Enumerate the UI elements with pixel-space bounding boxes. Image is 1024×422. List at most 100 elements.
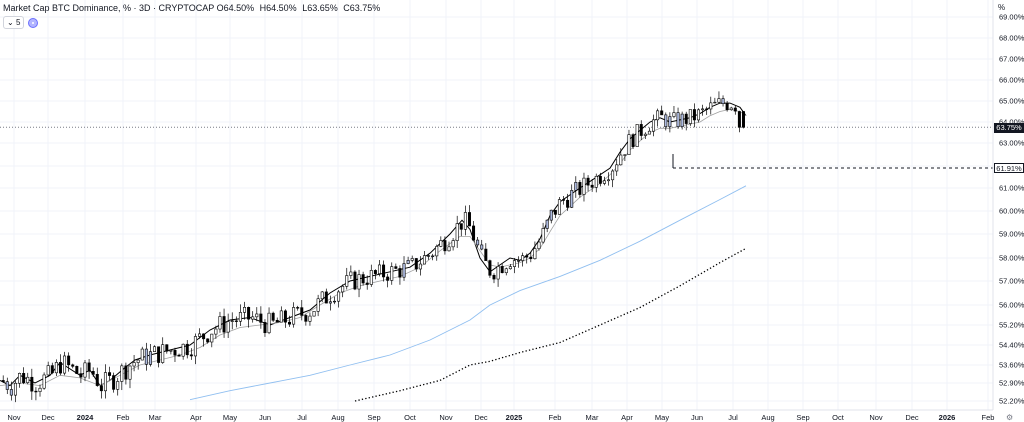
- settings-gear-icon[interactable]: ⚙: [1006, 413, 1014, 422]
- candle-body: [476, 239, 480, 246]
- candle-body: [566, 199, 570, 208]
- candle-body: [553, 209, 557, 215]
- candle-body: [230, 320, 234, 322]
- time-tick-label: Jul: [297, 413, 307, 422]
- candle-body: [377, 264, 381, 274]
- candle-body: [287, 321, 291, 325]
- candle-body: [607, 179, 611, 182]
- candle-body: [390, 266, 394, 281]
- candle-body: [602, 180, 606, 184]
- price-tick-label: 55.20%: [999, 320, 1024, 330]
- candle-body: [99, 385, 103, 392]
- candle-body: [112, 375, 116, 390]
- candle-body: [696, 109, 700, 121]
- candle-body: [275, 319, 279, 323]
- close-label: C: [343, 3, 350, 13]
- candle-body: [251, 316, 255, 320]
- candle-body: [574, 182, 578, 191]
- candle-body: [443, 240, 447, 252]
- candle-body: [324, 291, 328, 304]
- candle-body: [692, 109, 696, 121]
- moving-average-lines: [0, 102, 747, 402]
- candle-body: [198, 333, 202, 337]
- candle-body: [382, 264, 386, 278]
- candle-body: [717, 98, 721, 103]
- time-tick-label: Mar: [585, 413, 599, 422]
- candle-body: [259, 313, 263, 323]
- candle-body: [87, 362, 91, 372]
- candle-body: [386, 276, 390, 281]
- candle-body: [615, 164, 619, 172]
- candle-body: [414, 258, 418, 270]
- level-price-tag[interactable]: 61.91%: [994, 163, 1024, 173]
- candle-body: [688, 109, 692, 124]
- time-tick-label: May: [222, 413, 238, 422]
- candle-body: [108, 372, 112, 376]
- time-tick-label: 2026: [938, 413, 956, 422]
- indicator-eye-icon[interactable]: [28, 17, 39, 28]
- time-tick-label: Dec: [41, 413, 55, 422]
- candle-body: [361, 274, 365, 284]
- time-tick-label: Jun: [690, 413, 704, 422]
- candle-body: [316, 298, 320, 312]
- candle-body: [496, 266, 500, 280]
- candle-body: [103, 372, 107, 392]
- price-tick-label: 57.00%: [999, 276, 1024, 286]
- candle-body: [557, 199, 561, 215]
- candle-body: [422, 255, 426, 265]
- price-tick-label: 59.00%: [999, 229, 1024, 239]
- candle-body: [684, 113, 688, 124]
- candle-body: [71, 364, 75, 367]
- price-tick-label: 53.60%: [999, 360, 1024, 370]
- candle-body: [247, 307, 251, 320]
- candle-body: [373, 270, 377, 274]
- candle-body: [18, 373, 22, 384]
- candle-body: [308, 315, 312, 322]
- candle-body: [549, 209, 553, 221]
- high-label: H: [259, 3, 267, 13]
- price-tick-label: 61.00%: [999, 183, 1024, 193]
- candle-body: [279, 310, 283, 323]
- candle-body: [733, 107, 737, 112]
- time-tick-label: Oct: [404, 413, 416, 422]
- candle-body: [410, 258, 414, 261]
- candle-body: [320, 291, 324, 300]
- candle-body: [296, 307, 300, 309]
- candle-body: [545, 219, 549, 229]
- candle-body: [541, 228, 545, 243]
- candle-body: [161, 344, 165, 363]
- indicators-toggle-button[interactable]: ⌄ 5: [3, 16, 25, 29]
- candle-body: [202, 333, 206, 340]
- symbol-legend: Market Cap BTC Dominance, % · 3D · CRYPT…: [3, 3, 383, 13]
- candle-body: [741, 111, 745, 128]
- time-tick-label: Feb: [548, 413, 562, 422]
- candle-body: [480, 244, 484, 250]
- candle-body: [328, 301, 332, 304]
- candle-body: [206, 338, 210, 343]
- candle-body: [157, 346, 161, 363]
- symbol-title[interactable]: Market Cap BTC Dominance, % · 3D · CRYPT…: [3, 3, 215, 13]
- candle-body: [148, 351, 152, 365]
- open-value: 64.50%: [223, 3, 255, 13]
- close-value: 63.75%: [349, 3, 381, 13]
- candles: [1, 91, 745, 403]
- price-tick-label: 58.00%: [999, 253, 1024, 263]
- candle-body: [517, 260, 521, 262]
- candle-body: [189, 354, 193, 357]
- candle-body: [63, 355, 67, 374]
- candle-body: [394, 266, 398, 269]
- candle-body: [26, 376, 30, 383]
- time-tick-label: Dec: [905, 413, 919, 422]
- candle-body: [58, 362, 62, 374]
- time-tick-label: Mar: [148, 413, 162, 422]
- high-value: 64.50%: [266, 3, 297, 13]
- candle-body: [95, 374, 99, 386]
- candle-body: [398, 268, 402, 278]
- candle-body: [709, 102, 713, 110]
- price-tick-label: 52.90%: [999, 378, 1024, 388]
- candle-body: [177, 354, 181, 357]
- time-tick-label: Jul: [728, 413, 738, 422]
- candle-body: [467, 212, 471, 227]
- time-tick-label: Feb: [981, 413, 995, 422]
